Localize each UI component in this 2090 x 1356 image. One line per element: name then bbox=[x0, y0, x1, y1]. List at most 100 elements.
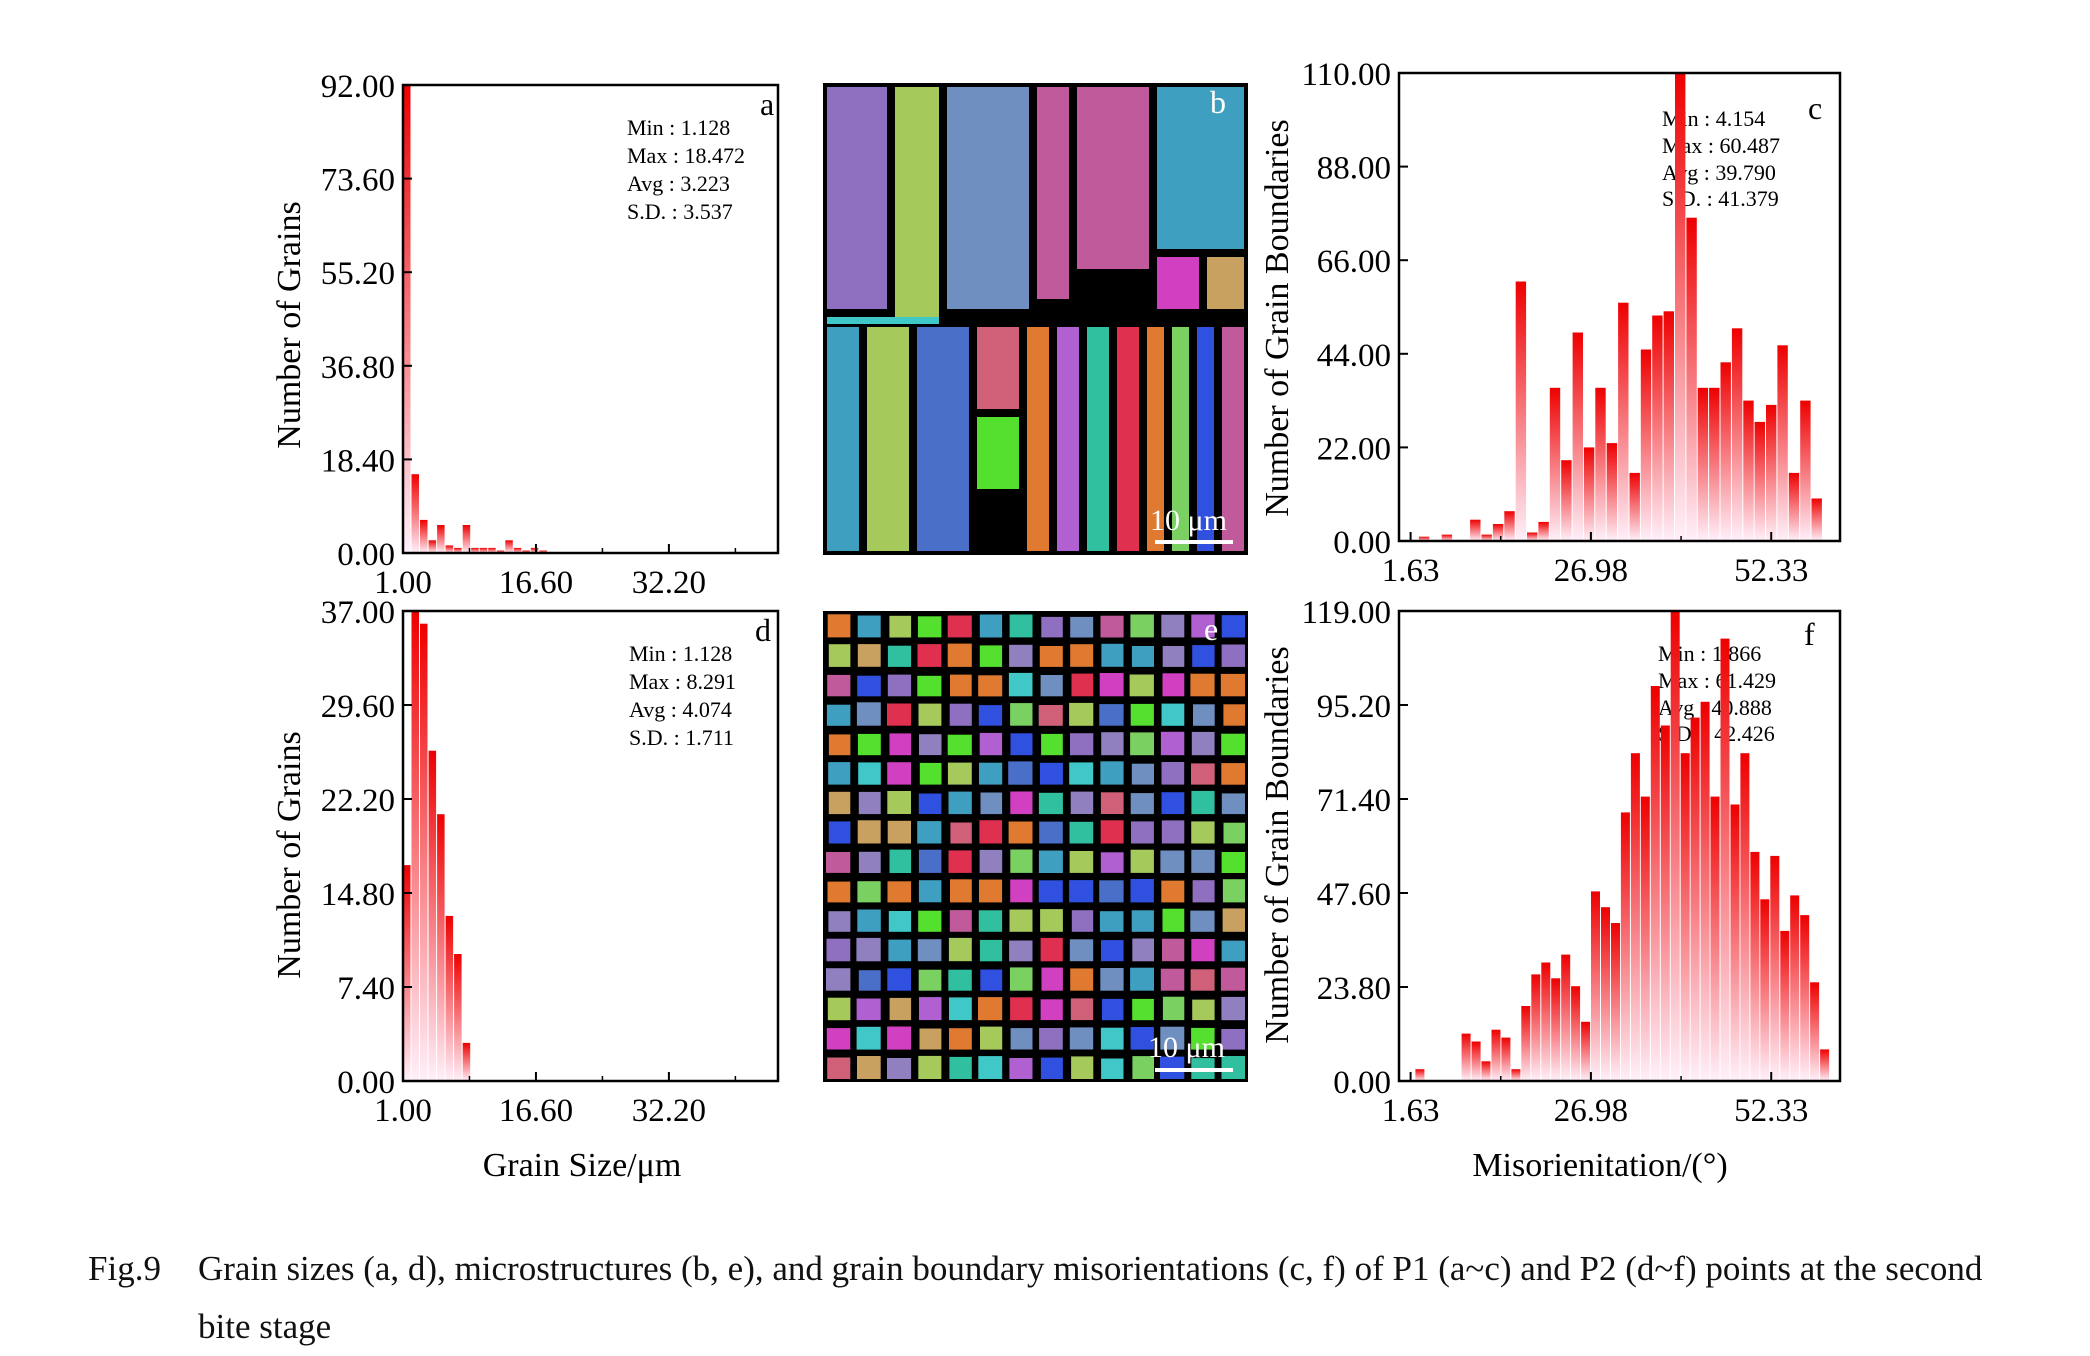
panel-d-stat-min: Min : 1.128 bbox=[629, 641, 732, 666]
chart-f-bar bbox=[1770, 855, 1780, 1081]
chart-c-bar bbox=[1492, 524, 1504, 541]
grain bbox=[1069, 880, 1094, 903]
chart-c-bar bbox=[1640, 349, 1652, 541]
grain bbox=[889, 733, 912, 756]
grain bbox=[857, 1056, 881, 1079]
grain bbox=[858, 970, 881, 991]
grain bbox=[1221, 615, 1245, 638]
panel-a-stat-min: Min : 1.128 bbox=[627, 115, 730, 140]
chart-f-bar bbox=[1620, 812, 1630, 1081]
grain bbox=[1190, 969, 1215, 991]
chart-f-frame bbox=[1397, 609, 1842, 1083]
chart-f-bar bbox=[1660, 725, 1670, 1081]
grain bbox=[1160, 968, 1185, 991]
grain bbox=[1009, 909, 1033, 932]
micrograph-e-grains bbox=[823, 611, 1248, 1082]
panel-d-stat-max: Max : 8.291 bbox=[629, 669, 736, 694]
grain bbox=[889, 615, 912, 638]
panel-d-ylabel: Number of Grains bbox=[271, 731, 308, 978]
chart-c-xtick-label: 52.33 bbox=[1734, 553, 1808, 589]
grain bbox=[1070, 644, 1094, 667]
chart-f-bar bbox=[1481, 1061, 1491, 1081]
chart-c-ytick-label: 66.00 bbox=[1317, 244, 1391, 280]
grain bbox=[918, 910, 942, 932]
grain bbox=[1162, 908, 1185, 932]
grain bbox=[857, 675, 881, 697]
grain bbox=[950, 674, 972, 697]
grain bbox=[917, 939, 942, 962]
grain bbox=[1130, 1027, 1154, 1050]
grain bbox=[888, 911, 912, 932]
grain bbox=[1069, 1027, 1094, 1050]
grain bbox=[1087, 327, 1109, 551]
grain bbox=[1130, 703, 1154, 726]
grain bbox=[947, 734, 972, 756]
grain bbox=[1131, 910, 1154, 932]
grain bbox=[1160, 1026, 1185, 1050]
grain bbox=[1038, 792, 1063, 815]
grain bbox=[1221, 996, 1245, 1021]
grain bbox=[1130, 732, 1154, 756]
grain bbox=[1010, 997, 1033, 1021]
chart-f-xtick-label: 26.98 bbox=[1554, 1093, 1628, 1129]
chart-d-bar bbox=[403, 865, 411, 1081]
grain bbox=[895, 87, 939, 319]
chart-c-bar bbox=[1777, 345, 1788, 541]
panel-d-xlabel: Grain Size/μm bbox=[483, 1147, 682, 1184]
micrograph-b-grains bbox=[823, 83, 1248, 555]
grain bbox=[888, 939, 912, 962]
chart-f-bar bbox=[1471, 1041, 1481, 1081]
grain bbox=[1027, 327, 1049, 551]
grain bbox=[1101, 940, 1124, 962]
grain bbox=[949, 1028, 972, 1050]
grain bbox=[918, 793, 942, 814]
grain bbox=[947, 615, 972, 638]
grain bbox=[1070, 791, 1094, 814]
grain bbox=[1221, 1029, 1245, 1050]
chart-c-bar bbox=[1754, 421, 1765, 541]
grain bbox=[887, 820, 911, 844]
chart-f-bar bbox=[1750, 851, 1760, 1081]
grain bbox=[1130, 879, 1154, 903]
chart-f-bar bbox=[1491, 1029, 1501, 1081]
chart-f-bar bbox=[1810, 982, 1820, 1081]
grain bbox=[919, 762, 942, 785]
grain bbox=[1157, 257, 1199, 309]
chart-c-bar bbox=[1538, 521, 1549, 541]
micrograph-b-scale-label: 10 μm bbox=[1150, 504, 1227, 537]
grain bbox=[1010, 733, 1033, 756]
chart-f-ytick-label: 47.60 bbox=[1317, 877, 1391, 913]
grain bbox=[948, 937, 972, 962]
grain bbox=[1039, 646, 1063, 667]
grain bbox=[1191, 790, 1215, 815]
chart-c-bar bbox=[1709, 387, 1720, 541]
grain bbox=[1101, 1058, 1124, 1079]
chart-a-bar bbox=[505, 540, 513, 553]
panel-a-histogram: Number of Grains a Min : 1.128 Max : 18.… bbox=[271, 86, 774, 449]
chart-a-bar bbox=[471, 547, 479, 553]
grain bbox=[917, 821, 942, 844]
grain bbox=[856, 1026, 881, 1050]
chart-c-xtick-label: 26.98 bbox=[1554, 553, 1628, 589]
chart-d-ytick-label: 22.20 bbox=[321, 783, 395, 819]
grain bbox=[1193, 704, 1215, 726]
grain bbox=[1130, 849, 1154, 873]
grain bbox=[1100, 792, 1124, 814]
grain bbox=[1077, 87, 1149, 269]
grain bbox=[1057, 327, 1079, 551]
chart-f-xtick-label: 52.33 bbox=[1734, 1093, 1808, 1129]
grain bbox=[1070, 998, 1094, 1021]
grain bbox=[1071, 1056, 1094, 1079]
chart-c-xtick-label: 1.63 bbox=[1382, 553, 1440, 589]
grain bbox=[979, 645, 1003, 667]
panel-a-label: a bbox=[760, 86, 774, 122]
grain bbox=[978, 1056, 1003, 1079]
grain bbox=[828, 762, 851, 785]
charts-layer: 0.00 18.40 36.80 55.20 73.60 92.00 1.00 16.60 32… bbox=[321, 57, 1842, 1129]
grain bbox=[918, 880, 942, 903]
grain bbox=[1160, 850, 1185, 873]
grain bbox=[1041, 733, 1063, 756]
grain bbox=[979, 614, 1003, 638]
chart-f-bar bbox=[1790, 895, 1800, 1081]
grain bbox=[1037, 87, 1069, 299]
